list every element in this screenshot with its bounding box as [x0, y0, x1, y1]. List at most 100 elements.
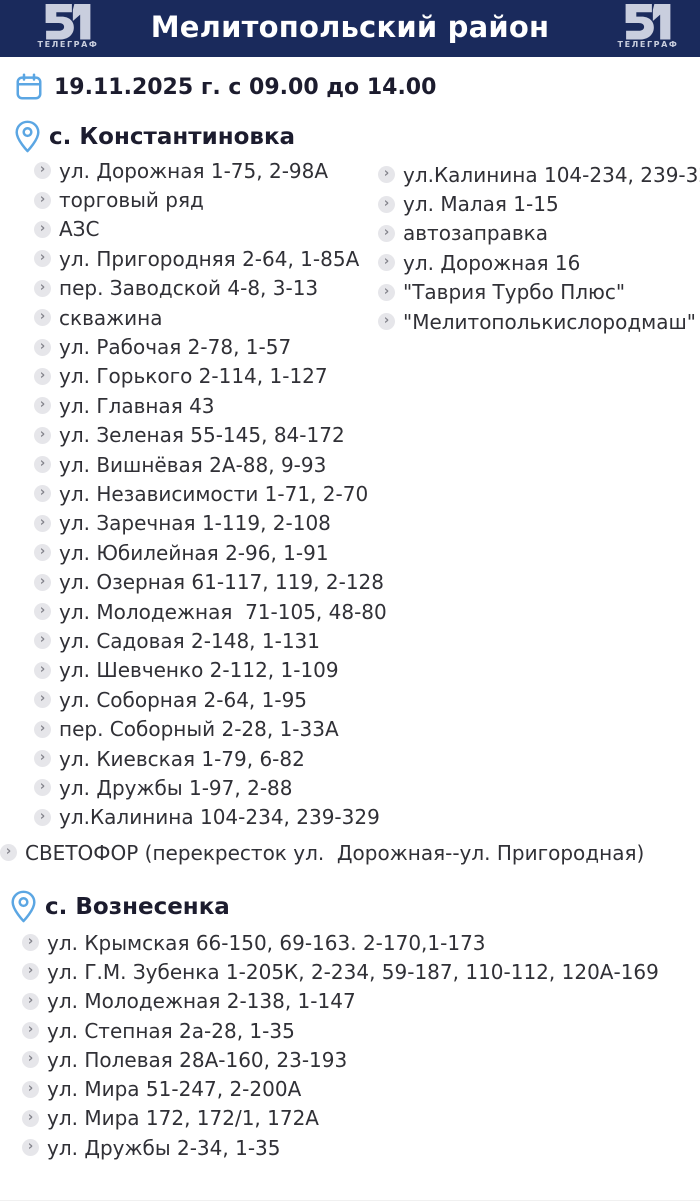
street-range-text: ул. Дорожная 16 — [403, 250, 581, 275]
chevron-right-icon: › — [34, 573, 51, 591]
chevron-right-icon: › — [34, 220, 51, 238]
street-range-text: ул. Независимости 1-71, 2-70 — [59, 481, 369, 506]
street-range-text: ул. Киевская 1-79, 6-82 — [59, 746, 305, 771]
chevron-right-icon: › — [378, 283, 395, 301]
section-header-konstantinovka: с. Константиновка — [14, 118, 700, 156]
street-list-left: › ул. Дорожная 1-75, 2-98А › торговый ря… — [0, 156, 387, 832]
calendar-icon — [16, 73, 42, 100]
chevron-right-icon: › — [34, 485, 51, 503]
chevron-right-icon: › — [22, 1080, 39, 1098]
street-list-item: › ул. Степная 2а-28, 1-35 — [0, 1016, 700, 1045]
chevron-right-icon: › — [34, 720, 51, 738]
street-list-item: › торговый ряд — [0, 185, 356, 214]
chevron-right-icon: › — [34, 456, 51, 474]
street-list-item: › ул. Киевская 1-79, 6-82 — [0, 744, 356, 773]
chevron-right-icon: › — [34, 397, 51, 415]
street-list-item: › ул. Пригородняя 2-64, 1-85А — [0, 244, 360, 273]
chevron-right-icon: › — [22, 1109, 39, 1127]
street-list-item: › автозаправка — [356, 219, 700, 248]
settlement-name: с. Вознесенка — [45, 893, 230, 920]
map-pin-icon — [15, 120, 40, 153]
chevron-right-icon: › — [34, 191, 51, 209]
street-range-text: скважина — [59, 305, 163, 330]
telegraf-logo: ТЕЛЕГРАФ — [608, 3, 688, 49]
street-range-text: ул.Калинина 104-234, 239-329 — [59, 805, 380, 830]
street-range-text: ул. Полевая 28А-160, 23-193 — [47, 1047, 348, 1072]
street-range-text: ул. Дружбы 2-34, 1-35 — [47, 1135, 281, 1160]
chevron-right-icon: › — [34, 426, 51, 444]
street-list-item: › ул.Калинина 104-234, 239-329 — [0, 803, 380, 832]
chevron-right-icon: › — [34, 779, 51, 797]
chevron-right-icon: › — [34, 162, 51, 180]
street-range-text: "Таврия Турбо Плюс" — [403, 280, 626, 305]
chevron-right-icon: › — [378, 224, 395, 242]
street-list-item: › ул. Горького 2-114, 1-127 — [0, 362, 356, 391]
street-range-text: ул. Вишнёвая 2А-88, 9-93 — [59, 452, 327, 477]
street-list-item: › ул. Мира 172, 172/1, 172А — [0, 1104, 700, 1133]
street-list-item: › "Мелитополькислородмаш" — [356, 307, 700, 336]
street-list-item: › ул. Шевченко 2-112, 1-109 — [0, 656, 356, 685]
street-range-text: ул. Крымская 66-150, 69-163. 2-170,1-173 — [47, 930, 486, 955]
street-list-item: › ул. Крымская 66-150, 69-163. 2-170,1-1… — [0, 928, 700, 957]
street-range-text: ул. Степная 2а-28, 1-35 — [47, 1018, 295, 1043]
street-list-item: › ул. Зеленая 55-145, 84-172 — [0, 421, 356, 450]
telegraf-logo-glyph — [625, 3, 671, 40]
street-list-item: › ул. Рабочая 2-78, 1-57 — [0, 332, 356, 361]
street-range-text: ул. Пригородняя 2-64, 1-85А — [59, 246, 360, 271]
street-range-text: ул. Молодежная 71-105, 48-80 — [59, 599, 387, 624]
street-list-right: › ул.Калинина 104-234, 239-329 › ул. Мал… — [356, 156, 700, 336]
street-list-voznesenka: › ул. Крымская 66-150, 69-163. 2-170,1-1… — [0, 928, 700, 1162]
street-list-item: › пер. Соборный 2-28, 1-33А — [0, 714, 356, 743]
chevron-right-icon: › — [34, 691, 51, 709]
chevron-right-icon: › — [378, 166, 395, 184]
telegraf-logo-glyph — [45, 3, 91, 40]
street-list-item: › "Таврия Турбо Плюс" — [356, 278, 700, 307]
chevron-right-icon: › — [34, 750, 51, 767]
chevron-right-icon: › — [34, 544, 51, 562]
street-range-text: ул. Главная 43 — [59, 393, 215, 418]
street-list-item: › пер. Заводской 4-8, 3-13 — [0, 274, 356, 303]
chevron-right-icon: › — [22, 934, 39, 952]
street-range-text: ул.Калинина 104-234, 239-329 — [403, 162, 700, 187]
street-list-item: › скважина — [0, 303, 356, 332]
street-list-item: › ул. Молодежная 71-105, 48-80 — [0, 597, 387, 626]
map-pin-icon — [11, 890, 36, 923]
street-list-item: › ул. Молодежная 2-138, 1-147 — [0, 987, 700, 1016]
chevron-right-icon: › — [378, 254, 395, 272]
street-list-item: › ул. Независимости 1-71, 2-70 — [0, 479, 368, 508]
street-range-text: "Мелитополькислородмаш" — [403, 309, 697, 334]
street-list-item: › ул. Дружбы 2-34, 1-35 — [0, 1133, 700, 1162]
chevron-right-icon: › — [378, 195, 395, 213]
chevron-right-icon: › — [0, 844, 17, 862]
chevron-right-icon: › — [22, 1051, 39, 1069]
street-range-text: ул. Юбилейная 2-96, 1-91 — [59, 540, 329, 565]
street-range-text: АЗС — [59, 217, 100, 242]
section-header-voznesenka: с. Вознесенка — [10, 888, 700, 926]
street-range-text: пер. Заводской 4-8, 3-13 — [59, 276, 319, 301]
street-list-item: › ул. Малая 1-15 — [356, 189, 700, 218]
chevron-right-icon: › — [378, 313, 395, 331]
street-list-item: › ул.Калинина 104-234, 239-329 — [356, 160, 700, 189]
street-list-item: › ул. Юбилейная 2-96, 1-91 — [0, 538, 356, 567]
page-title: Мелитопольский район — [150, 10, 550, 44]
header-bar: ТЕЛЕГРАФ Мелитопольский район ТЕЛЕГРАФ — [0, 0, 700, 57]
street-range-text: ул. Озерная 61-117, 119, 2-128 — [59, 570, 384, 595]
traffic-light-note: › СВЕТОФОР (перекресток ул. Дорожная--ул… — [0, 838, 700, 868]
street-range-text: пер. Соборный 2-28, 1-33А — [59, 717, 339, 742]
street-list-item: › ул. Дорожная 16 — [356, 248, 700, 277]
street-range-text: ул. Молодежная 2-138, 1-147 — [47, 989, 356, 1014]
street-list-item: › ул. Садовая 2-148, 1-131 — [0, 626, 356, 655]
street-range-text: ул. Соборная 2-64, 1-95 — [59, 687, 308, 712]
street-list-item: › ул. Мира 51-247, 2-200А — [0, 1074, 700, 1103]
chevron-right-icon: › — [34, 279, 51, 297]
street-list-item: › ул. Г.М. Зубенка 1-205К, 2-234, 59-187… — [0, 957, 700, 986]
chevron-right-icon: › — [34, 250, 51, 268]
street-range-text: ул. Рабочая 2-78, 1-57 — [59, 335, 292, 360]
street-list-item: › ул. Заречная 1-119, 2-108 — [0, 509, 356, 538]
chevron-right-icon: › — [34, 661, 51, 679]
chevron-right-icon: › — [34, 367, 51, 385]
chevron-right-icon: › — [34, 603, 51, 621]
street-list-item: › ул. Полевая 28А-160, 23-193 — [0, 1045, 700, 1074]
chevron-right-icon: › — [22, 963, 39, 981]
